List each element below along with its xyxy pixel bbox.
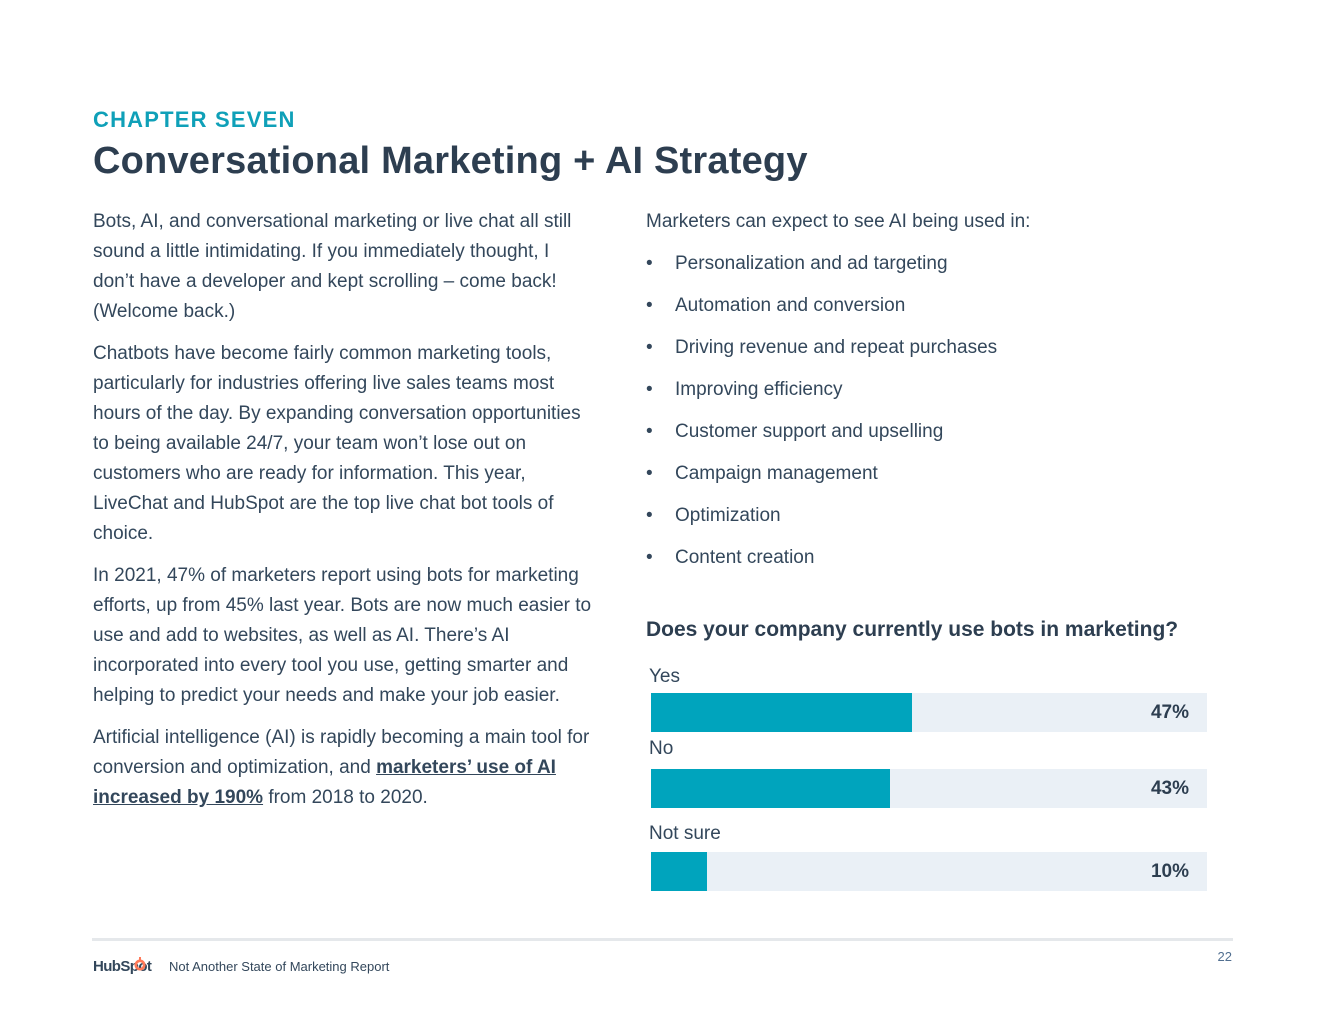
bullet-icon: • xyxy=(646,295,653,316)
list-item: • Automation and conversion xyxy=(646,291,1246,321)
paragraph-ai-text: Artificial intelligence (AI) is rapidly … xyxy=(93,727,590,778)
right-column: Marketers can expect to see AI being use… xyxy=(646,207,1246,573)
list-item: • Campaign management xyxy=(646,459,1246,489)
page-title: Conversational Marketing + AI Strategy xyxy=(93,140,808,182)
bar-track: 10% xyxy=(651,852,1207,891)
bar-track: 43% xyxy=(651,769,1207,808)
bar-value-label: 10% xyxy=(1150,861,1189,882)
bullet-icon: • xyxy=(646,253,653,274)
bar-category-label: Not sure xyxy=(649,823,721,844)
left-column: Bots, AI, and conversational marketing o… xyxy=(93,207,593,825)
page-number: 22 xyxy=(1217,949,1232,964)
ai-uses-list: • Personalization and ad targeting • Autom… xyxy=(646,249,1246,573)
chapter-label: CHAPTER SEVEN xyxy=(93,107,296,132)
ai-increase-link[interactable]: marketers’ use of AI increased by 190% xyxy=(93,757,556,808)
list-item-text: Campaign management xyxy=(675,463,878,484)
list-item-text: Personalization and ad targeting xyxy=(675,253,948,274)
ai-uses-intro: Marketers can expect to see AI being use… xyxy=(646,211,1031,232)
list-item-text: Driving revenue and repeat purchases xyxy=(675,337,998,358)
list-item: • Customer support and upselling xyxy=(646,417,1246,447)
bullet-icon: • xyxy=(646,379,653,400)
paragraph-intro: Bots, AI, and conversational marketing o… xyxy=(93,211,572,322)
bar-track: 47% xyxy=(651,693,1207,732)
list-item: • Driving revenue and repeat purchases xyxy=(646,333,1246,363)
paragraph-chatbots: Chatbots have become fairly common marke… xyxy=(93,343,581,544)
list-item-text: Content creation xyxy=(675,547,815,568)
bullet-icon: • xyxy=(646,463,653,484)
paragraph-ai-tail: from 2018 to 2020. xyxy=(263,787,428,808)
footer-divider xyxy=(92,938,1233,941)
bar-no xyxy=(651,769,891,808)
bar-not-sure xyxy=(651,852,707,891)
list-item: • Optimization xyxy=(646,501,1246,531)
list-item: • Content creation xyxy=(646,543,1246,573)
hubspot-logo: HubSpot xyxy=(93,957,152,975)
bar-category-label: No xyxy=(649,738,674,759)
paragraph-ai: Artificial intelligence (AI) is rapidly … xyxy=(93,723,593,813)
list-item: • Personalization and ad targeting xyxy=(646,249,1246,279)
bar-category-label: Yes xyxy=(649,666,680,687)
report-name: Not Another State of Marketing Report xyxy=(169,959,390,974)
list-item-text: Customer support and upselling xyxy=(675,421,944,442)
list-item-text: Improving efficiency xyxy=(675,379,843,400)
bullet-icon: • xyxy=(646,505,653,526)
list-item-text: Automation and conversion xyxy=(675,295,906,316)
list-item-text: Optimization xyxy=(675,505,781,526)
chart-title: Does your company currently use bots in … xyxy=(646,618,1179,641)
bullet-icon: • xyxy=(646,421,653,442)
paragraph-stats: In 2021, 47% of marketers report using b… xyxy=(93,565,592,706)
bullet-icon: • xyxy=(646,337,653,358)
bar-value-label: 47% xyxy=(1150,702,1189,723)
bar-value-label: 43% xyxy=(1150,778,1189,799)
bar-yes xyxy=(651,693,913,732)
logo-sprocket-icon xyxy=(134,959,146,971)
list-item: • Improving efficiency xyxy=(646,375,1246,405)
bullet-icon: • xyxy=(646,547,653,568)
